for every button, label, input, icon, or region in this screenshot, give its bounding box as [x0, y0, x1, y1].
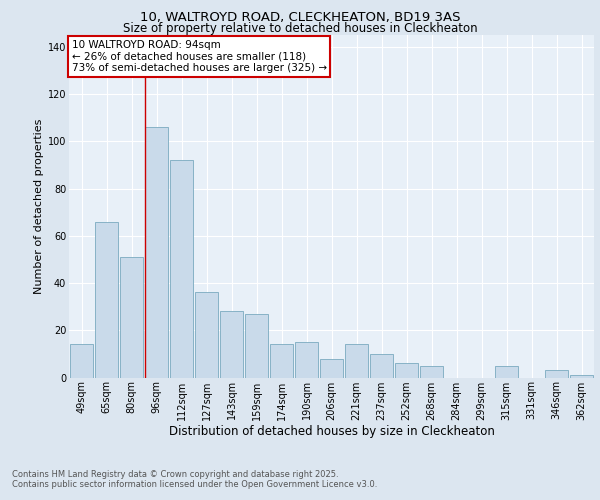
Text: Contains public sector information licensed under the Open Government Licence v3: Contains public sector information licen… — [12, 480, 377, 489]
Bar — [295, 342, 318, 378]
Y-axis label: Number of detached properties: Number of detached properties — [34, 118, 44, 294]
Bar — [245, 314, 268, 378]
Bar — [370, 354, 393, 378]
Bar — [170, 160, 193, 378]
Text: 10 WALTROYD ROAD: 94sqm
← 26% of detached houses are smaller (118)
73% of semi-d: 10 WALTROYD ROAD: 94sqm ← 26% of detache… — [71, 40, 327, 74]
Bar — [70, 344, 93, 378]
Bar — [395, 364, 418, 378]
Bar — [320, 358, 343, 378]
Text: 10, WALTROYD ROAD, CLECKHEATON, BD19 3AS: 10, WALTROYD ROAD, CLECKHEATON, BD19 3AS — [140, 11, 460, 24]
Bar — [545, 370, 568, 378]
Bar — [420, 366, 443, 378]
Bar — [570, 375, 593, 378]
Bar — [495, 366, 518, 378]
Bar — [220, 312, 243, 378]
Bar — [120, 257, 143, 378]
Text: Contains HM Land Registry data © Crown copyright and database right 2025.: Contains HM Land Registry data © Crown c… — [12, 470, 338, 479]
Bar — [145, 127, 168, 378]
Bar — [270, 344, 293, 378]
Text: Size of property relative to detached houses in Cleckheaton: Size of property relative to detached ho… — [122, 22, 478, 35]
X-axis label: Distribution of detached houses by size in Cleckheaton: Distribution of detached houses by size … — [169, 426, 494, 438]
Bar — [345, 344, 368, 378]
Bar — [95, 222, 118, 378]
Bar — [195, 292, 218, 378]
